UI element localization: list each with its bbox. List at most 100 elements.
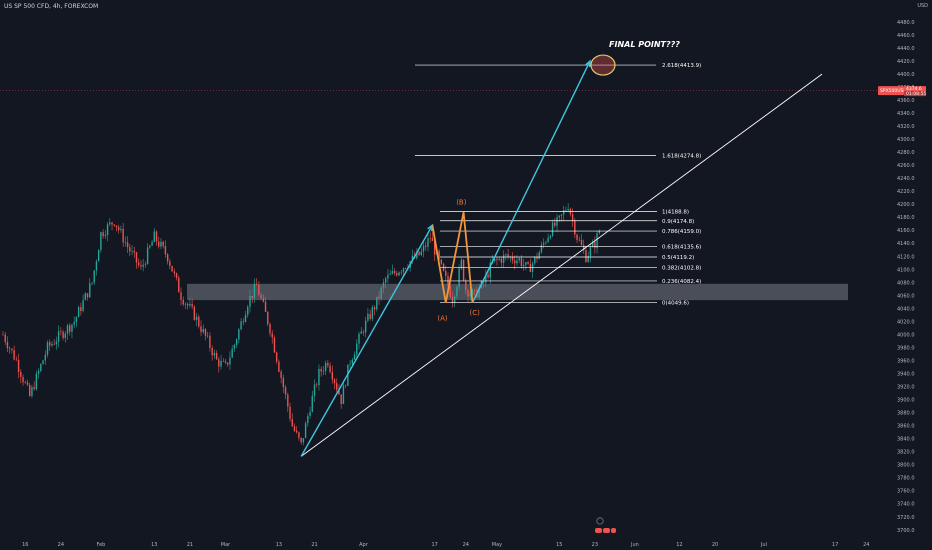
candle <box>307 413 309 427</box>
impulse-arrow-2[interactable] <box>471 59 591 304</box>
earnings-flag-icon-2[interactable] <box>603 528 610 533</box>
candle-body <box>184 303 187 305</box>
support-zone[interactable] <box>187 283 848 301</box>
candle <box>4 331 6 346</box>
event-icons[interactable] <box>595 517 616 533</box>
candle <box>514 255 516 270</box>
candle <box>282 374 285 393</box>
candle <box>300 437 302 445</box>
candle <box>220 354 222 370</box>
y-tick-label: 4180.0 <box>897 215 915 221</box>
dividend-icon[interactable] <box>596 517 604 525</box>
candle-body <box>278 361 280 372</box>
earnings-flag-icon-3[interactable] <box>611 528 616 533</box>
candle-body <box>120 228 122 231</box>
candle <box>133 246 135 258</box>
candle <box>571 208 574 227</box>
candle <box>296 426 298 434</box>
fibonacci-levels[interactable]: 2.618(4413.9) 1.618(4274.8) 1(4188.8) 0.9(4… <box>415 63 701 306</box>
earnings-flag-icon[interactable] <box>595 528 602 533</box>
candle <box>429 232 431 243</box>
candle <box>264 297 267 312</box>
candle <box>389 269 391 275</box>
fib-label: 0.5(4119.2) <box>662 255 694 261</box>
candle-body <box>567 209 569 211</box>
candle-body <box>193 306 196 320</box>
price-badge-countdown: 01:08:55 <box>906 91 926 97</box>
fib-label: 0.786(4159.0) <box>662 229 701 235</box>
candle <box>278 359 280 373</box>
candle-body <box>322 371 325 372</box>
y-tick-label: 4060.0 <box>897 293 915 299</box>
candle <box>204 328 207 341</box>
x-tick-label: Jun <box>630 542 639 548</box>
candle <box>291 413 293 427</box>
candle <box>378 291 380 305</box>
abc-correction-path[interactable] <box>431 212 474 303</box>
candle-body <box>460 259 463 269</box>
candle-body <box>80 307 82 311</box>
candle-body <box>37 370 40 374</box>
candle <box>322 365 325 376</box>
candle-body <box>456 286 458 297</box>
candle <box>554 217 556 228</box>
candle-body <box>502 255 505 263</box>
candle-body <box>75 317 78 323</box>
candle-body <box>169 261 171 266</box>
candle <box>57 325 60 348</box>
candle <box>37 368 40 379</box>
candle-body <box>151 242 153 246</box>
support-zone-rect[interactable] <box>187 283 848 301</box>
candle-body <box>2 334 4 336</box>
x-tick-label: 17 <box>832 542 838 548</box>
candle <box>66 323 69 340</box>
candle <box>469 291 471 301</box>
candle-body <box>380 287 382 299</box>
candle <box>498 257 500 261</box>
candle-body <box>549 235 552 238</box>
candle-body <box>565 210 567 211</box>
candle-body <box>494 258 496 261</box>
price-badge-value-bg <box>904 86 926 92</box>
candle <box>89 278 91 299</box>
impulse-arrow-1[interactable] <box>300 223 434 457</box>
candle <box>40 363 42 373</box>
candle-body <box>429 238 431 239</box>
candle <box>598 229 600 235</box>
candle <box>86 293 89 301</box>
x-tick-label: 13 <box>276 542 282 548</box>
candle-body <box>229 357 231 365</box>
y-tick-label: 4080.0 <box>897 280 915 286</box>
candle-body <box>95 261 98 271</box>
candle-body <box>149 245 151 248</box>
candle <box>382 278 385 293</box>
candle <box>140 259 142 270</box>
y-tick-label: 4220.0 <box>897 189 915 195</box>
candle-body <box>255 284 258 285</box>
candle <box>280 369 282 384</box>
candle-body <box>309 411 311 417</box>
candle-body <box>220 360 222 367</box>
candle-body <box>587 256 589 262</box>
candle <box>398 271 400 277</box>
price-axis[interactable]: 4480.04460.04440.04420.04400.04380.04360… <box>878 20 926 534</box>
candle <box>556 214 558 233</box>
trend-line[interactable] <box>300 73 823 457</box>
candle <box>298 431 300 441</box>
time-axis[interactable]: 16 24 Feb 13 21 Mar 13 21 Apr 17 24 May 15 23 Jun 12 20 J… <box>22 517 869 548</box>
candle-body <box>49 342 51 346</box>
price-badge[interactable]: SPX500USD 4374.601:08:55 <box>878 86 926 97</box>
y-tick-label: 3720.0 <box>897 515 915 521</box>
candle-body <box>158 241 160 247</box>
candle <box>106 222 109 242</box>
candle <box>24 380 26 384</box>
candle-body <box>571 214 574 221</box>
candle <box>82 294 84 313</box>
candle-body <box>204 329 207 336</box>
candle <box>2 330 4 336</box>
drawings[interactable]: (A) (B) (C) FINAL POINT??? <box>0 40 878 457</box>
target-circle[interactable] <box>590 54 616 76</box>
x-tick-label: May <box>492 542 502 548</box>
